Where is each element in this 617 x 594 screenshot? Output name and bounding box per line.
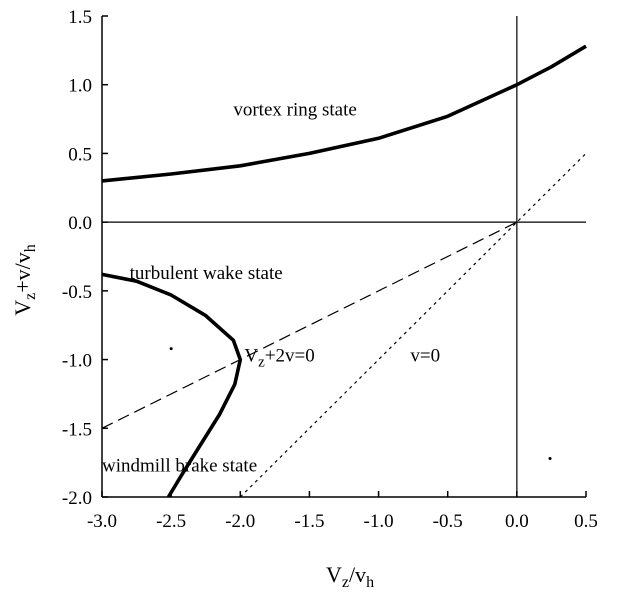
series-line-4-dotted xyxy=(239,152,587,498)
axes-layer xyxy=(101,16,586,498)
y-axis-label: Vz+v/vh xyxy=(10,244,39,316)
x-tick-label: -3.0 xyxy=(87,511,117,532)
y-tick-label: 0.5 xyxy=(68,144,92,165)
y-tick-label: -1.0 xyxy=(62,351,92,372)
vortex-ring-label: vortex ring state xyxy=(233,99,356,120)
windmill-brake-label: windmill brake state xyxy=(102,455,257,476)
x-tick-label: -1.0 xyxy=(364,511,394,532)
x-tick-label: -1.5 xyxy=(294,511,324,532)
x-axis-label: Vz/vh xyxy=(326,562,374,591)
y-tick-label: 1.5 xyxy=(68,7,92,28)
x-tick-label: 0.5 xyxy=(574,511,598,532)
y-tick-label: -2.0 xyxy=(62,488,92,509)
y-tick-label: 0.0 xyxy=(68,213,92,234)
x-tick-label: 0.0 xyxy=(505,511,529,532)
x-tick-label: -0.5 xyxy=(433,511,463,532)
labels-layer: vortex ring state turbulent wake state win… xyxy=(102,99,440,476)
vz-2v-label: Vz+2v=0 xyxy=(244,345,314,370)
dots-layer xyxy=(169,347,552,461)
turbulent-wake-label: turbulent wake state xyxy=(130,263,283,284)
y-tick-label: -1.5 xyxy=(62,419,92,440)
x-tick-label: -2.5 xyxy=(156,511,186,532)
series-layer xyxy=(101,44,587,498)
x-tick-label: -2.0 xyxy=(225,511,255,532)
data-dot-1 xyxy=(169,347,173,351)
v0-label: v=0 xyxy=(410,345,440,366)
reference-lines xyxy=(102,16,586,497)
series-line-3-dashed xyxy=(101,221,518,429)
y-tick-label: -0.5 xyxy=(62,282,92,303)
y-tick-label: 1.0 xyxy=(68,76,92,97)
series-line-1-solid-bold xyxy=(101,44,587,183)
ticks-layer: -3.0 -2.5 -2.0 -1.5 -1.0 -0.5 0.0 0.5 1.5 1.0 0.5 0… xyxy=(62,7,598,532)
data-dot-2 xyxy=(548,457,552,461)
